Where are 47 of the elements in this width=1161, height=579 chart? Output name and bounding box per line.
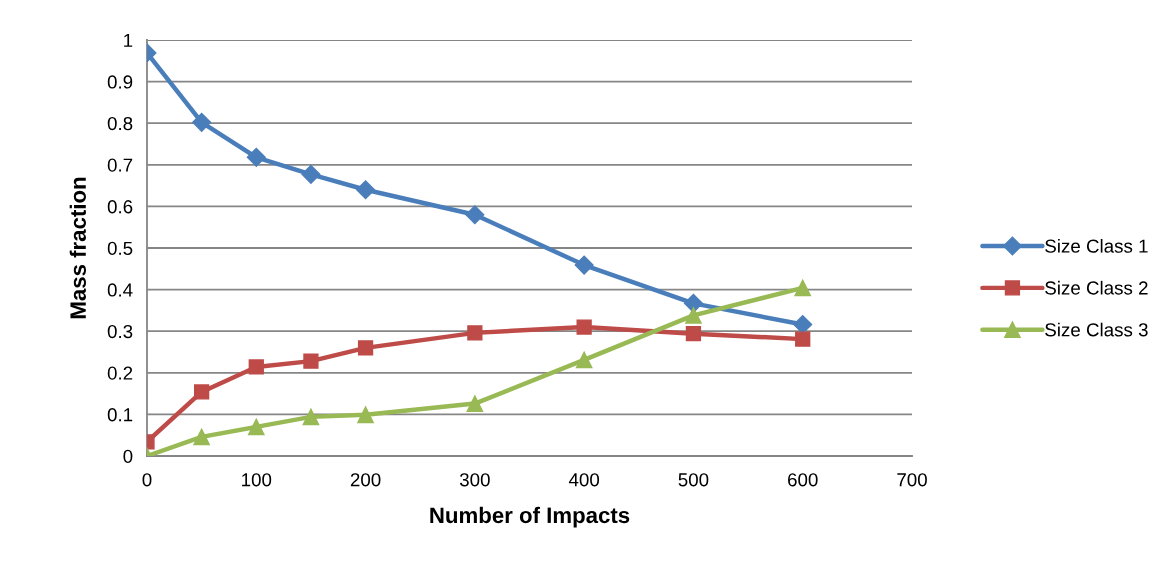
y-tick-label: 0.4 [107,283,133,297]
x-tick-label: 500 [678,473,709,487]
y-tick-label: 0.1 [107,408,133,422]
x-axis-title: Number of Impacts [430,506,630,528]
x-tick-label: 600 [788,473,818,487]
point [574,255,594,275]
x-tick-label: 0 [142,473,152,487]
point [301,164,321,184]
point [465,205,485,225]
x-tick-label: 300 [459,473,490,487]
y-tick-label: 0.6 [107,200,133,214]
x-tick-label: 700 [897,473,927,487]
point [194,384,210,400]
point [466,395,484,412]
y-axis-title: Mass fraction [69,177,86,319]
point [467,325,483,341]
y-tick-label: 0 [123,449,133,463]
point [356,180,376,200]
point [302,408,320,426]
x-tick-label: 400 [568,473,600,487]
point [685,307,702,324]
x-tick-label: 100 [242,473,272,487]
y-tick-label: 1 [124,33,133,47]
point [192,112,212,132]
y-tick-label: 0.8 [107,116,133,131]
point [357,406,374,424]
point [794,279,812,297]
point [795,331,811,347]
point [357,340,374,356]
point [575,351,593,369]
point [248,359,264,375]
x-tick-label: 200 [350,473,381,487]
y-tick-label: 0.3 [107,324,133,339]
y-tick-label: 0.7 [107,158,133,172]
point [193,428,210,446]
y-tick-label: 0.9 [107,75,133,89]
point [246,147,266,167]
y-tick-label: 0.2 [107,366,133,380]
point [683,293,703,313]
point [576,319,592,335]
y-tick-label: 0.5 [107,241,133,255]
legend-label: Size Class 3 [1045,322,1148,337]
legend-label: Size Class 2 [1045,280,1148,295]
point [685,326,702,342]
legend-label: Size Class 1 [1045,239,1148,253]
point [247,418,265,436]
point [303,353,319,369]
